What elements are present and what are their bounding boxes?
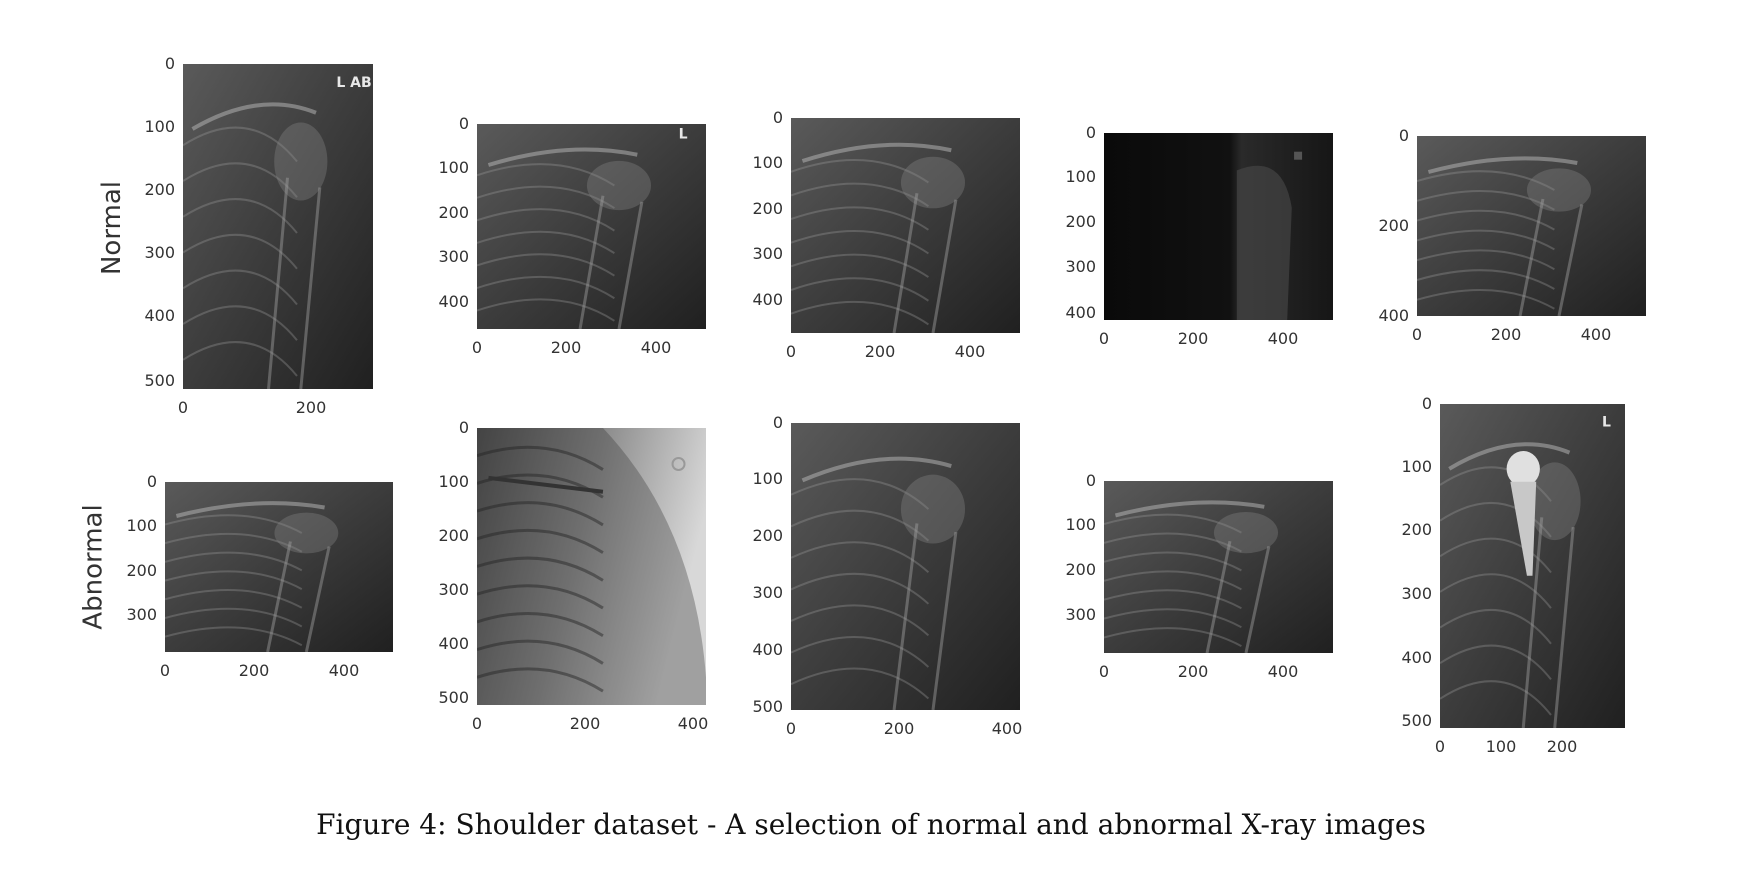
x-tick-label: 0 [471, 714, 483, 733]
x-tick-label: 200 [295, 398, 327, 417]
x-tick-label: 0 [1411, 325, 1423, 344]
y-tick-label: 300 [752, 583, 783, 602]
y-tick-label: 300 [752, 244, 783, 263]
x-tick-label: 400 [1580, 325, 1612, 344]
x-tick-label: 100 [1485, 737, 1517, 756]
y-tick-label: 500 [144, 371, 175, 390]
y-tick-label: 400 [438, 634, 469, 653]
svg-text:L: L [679, 126, 688, 142]
y-tick-label: 300 [1065, 257, 1096, 276]
y-tick-label: 200 [1065, 212, 1096, 231]
x-tick-label: 200 [569, 714, 601, 733]
y-tick-label: 300 [438, 580, 469, 599]
y-tick-label: 400 [1378, 306, 1409, 325]
xray-image: L AB [183, 64, 373, 389]
x-tick-label: 200 [1177, 662, 1209, 681]
xray-image [1104, 133, 1333, 320]
x-tick-label: 0 [785, 342, 797, 361]
x-tick-label: 400 [328, 661, 360, 680]
x-tick-label: 200 [1546, 737, 1578, 756]
y-tick-label: 0 [1421, 394, 1432, 413]
y-tick-label: 500 [438, 688, 469, 707]
y-tick-label: 200 [752, 199, 783, 218]
x-tick-label: 200 [864, 342, 896, 361]
y-tick-label: 200 [1378, 216, 1409, 235]
y-tick-label: 0 [1085, 471, 1096, 490]
x-tick-label: 400 [677, 714, 709, 733]
y-tick-label: 200 [126, 561, 157, 580]
xray-image: L [477, 124, 706, 329]
x-tick-label: 0 [1098, 329, 1110, 348]
x-tick-label: 0 [471, 338, 483, 357]
y-tick-label: 200 [1065, 560, 1096, 579]
y-tick-label: 0 [772, 108, 783, 127]
y-tick-label: 0 [164, 54, 175, 73]
xray-image [1417, 136, 1646, 316]
y-tick-label: 100 [438, 472, 469, 491]
x-tick-label: 400 [991, 719, 1023, 738]
y-tick-label: 200 [144, 180, 175, 199]
xray-image [477, 428, 706, 705]
x-tick-label: 400 [640, 338, 672, 357]
x-tick-label: 200 [883, 719, 915, 738]
y-tick-label: 400 [752, 640, 783, 659]
y-tick-label: 400 [438, 292, 469, 311]
xray-image: L [1440, 404, 1625, 728]
y-tick-label: 0 [772, 413, 783, 432]
xray-image [1104, 481, 1333, 653]
y-tick-label: 400 [144, 306, 175, 325]
x-tick-label: 400 [1267, 662, 1299, 681]
x-tick-label: 200 [550, 338, 582, 357]
y-tick-label: 300 [126, 605, 157, 624]
y-tick-label: 100 [1065, 515, 1096, 534]
y-tick-label: 0 [458, 418, 469, 437]
x-tick-label: 200 [1177, 329, 1209, 348]
y-tick-label: 0 [458, 114, 469, 133]
x-tick-label: 0 [1098, 662, 1110, 681]
xray-image [791, 423, 1020, 710]
y-tick-label: 300 [1401, 584, 1432, 603]
y-tick-label: 200 [438, 203, 469, 222]
x-tick-label: 400 [954, 342, 986, 361]
x-tick-label: 200 [1490, 325, 1522, 344]
x-tick-label: 400 [1267, 329, 1299, 348]
y-tick-label: 0 [1398, 126, 1409, 145]
y-tick-label: 200 [1401, 520, 1432, 539]
svg-text:L: L [1602, 415, 1611, 431]
x-tick-label: 200 [238, 661, 270, 680]
y-tick-label: 100 [438, 158, 469, 177]
y-tick-label: 400 [1065, 303, 1096, 322]
x-tick-label: 0 [785, 719, 797, 738]
y-tick-label: 0 [146, 472, 157, 491]
x-tick-label: 0 [1434, 737, 1446, 756]
y-tick-label: 100 [126, 516, 157, 535]
y-tick-label: 100 [1401, 457, 1432, 476]
row-label-abnormal: Abnormal [78, 504, 109, 630]
y-tick-label: 300 [438, 247, 469, 266]
row-label-normal: Normal [97, 180, 128, 276]
y-tick-label: 100 [752, 153, 783, 172]
y-tick-label: 500 [1401, 711, 1432, 730]
y-tick-label: 400 [752, 290, 783, 309]
y-tick-label: 300 [1065, 605, 1096, 624]
y-tick-label: 200 [752, 526, 783, 545]
figure-caption: Figure 4: Shoulder dataset - A selection… [316, 808, 1426, 841]
y-tick-label: 100 [1065, 167, 1096, 186]
y-tick-label: 300 [144, 243, 175, 262]
x-tick-label: 0 [177, 398, 189, 417]
y-tick-label: 100 [752, 469, 783, 488]
xray-image [165, 482, 393, 652]
y-tick-label: 400 [1401, 648, 1432, 667]
y-tick-label: 0 [1085, 123, 1096, 142]
xray-image [791, 118, 1020, 333]
x-tick-label: 0 [159, 661, 171, 680]
y-tick-label: 500 [752, 697, 783, 716]
y-tick-label: 200 [438, 526, 469, 545]
y-tick-label: 100 [144, 117, 175, 136]
svg-text:L AB: L AB [336, 75, 371, 91]
